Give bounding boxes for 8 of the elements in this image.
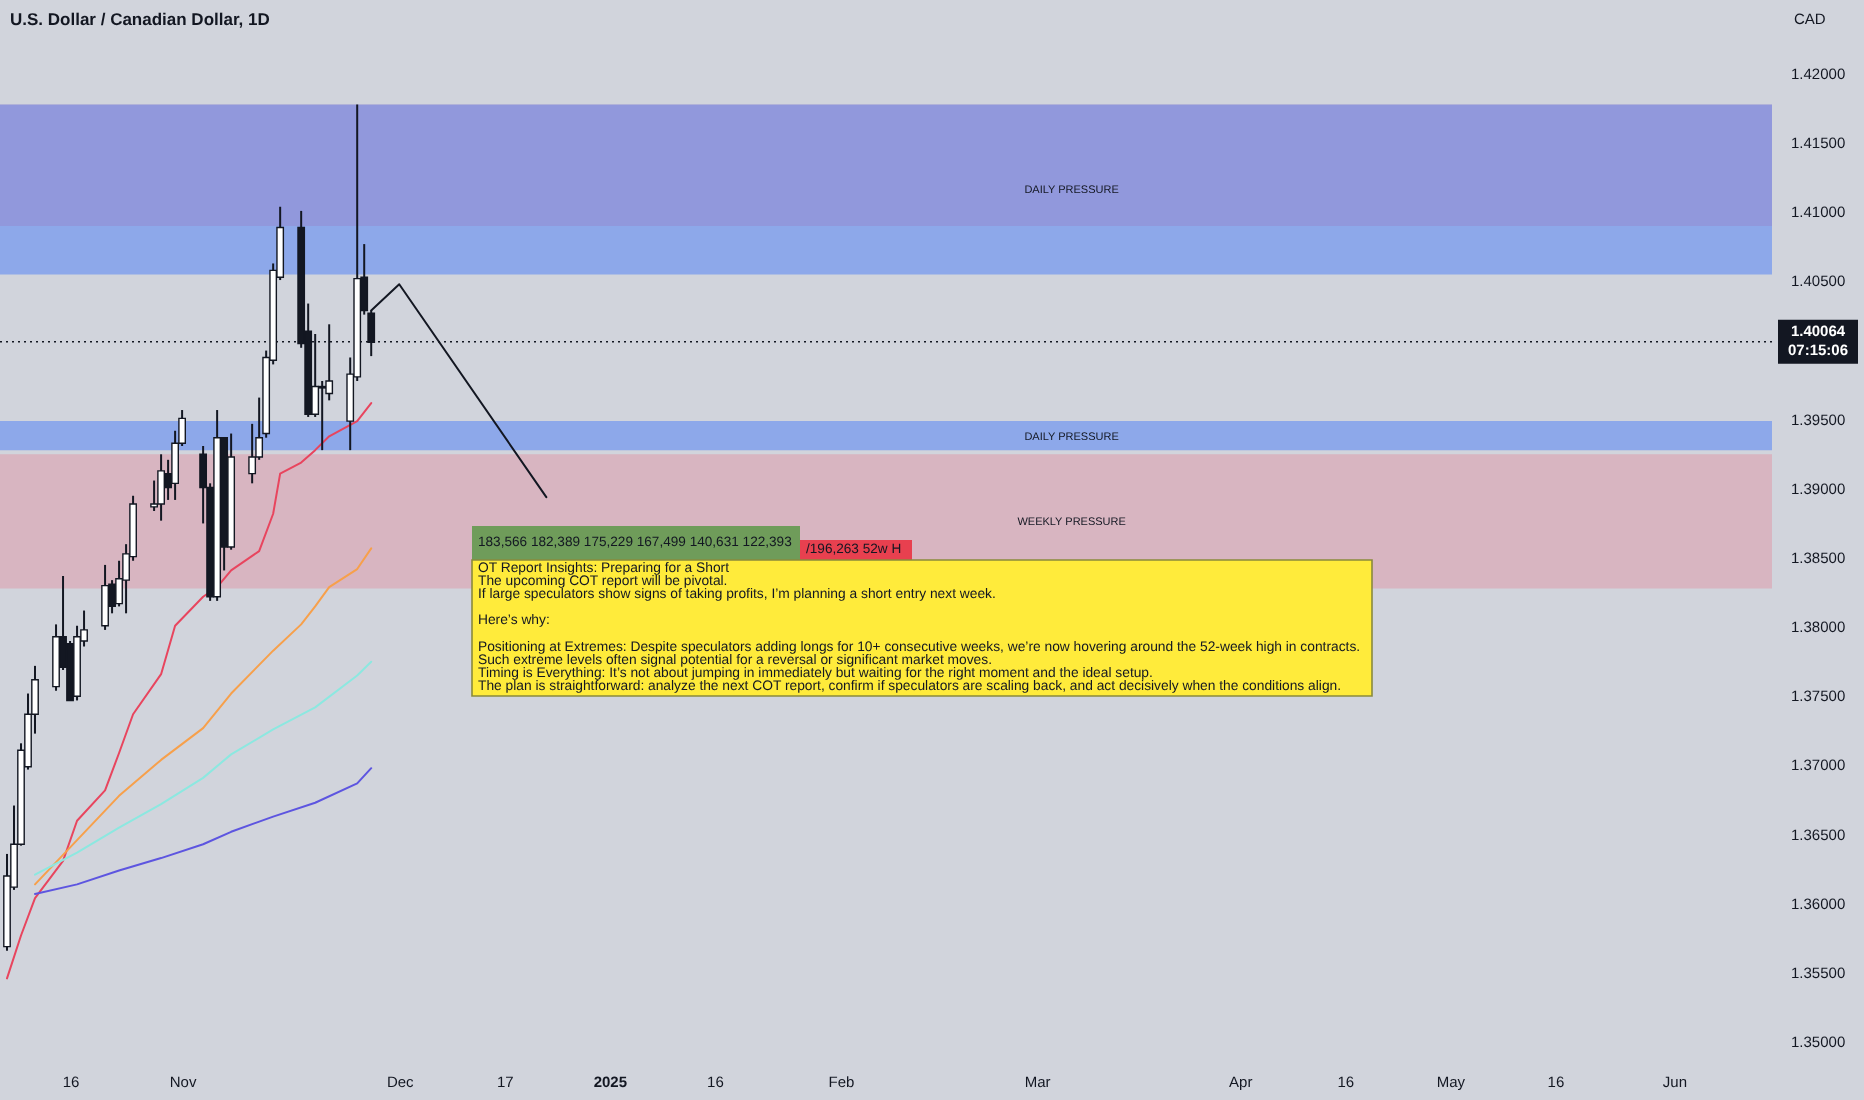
chart-title: U.S. Dollar / Canadian Dollar, 1D <box>10 9 270 29</box>
line-series <box>34 767 373 896</box>
line-series <box>6 402 373 980</box>
line-series <box>34 660 373 876</box>
candlestick <box>157 453 165 522</box>
candlestick <box>318 379 327 452</box>
line-series <box>34 547 373 886</box>
candlestick <box>101 563 109 631</box>
